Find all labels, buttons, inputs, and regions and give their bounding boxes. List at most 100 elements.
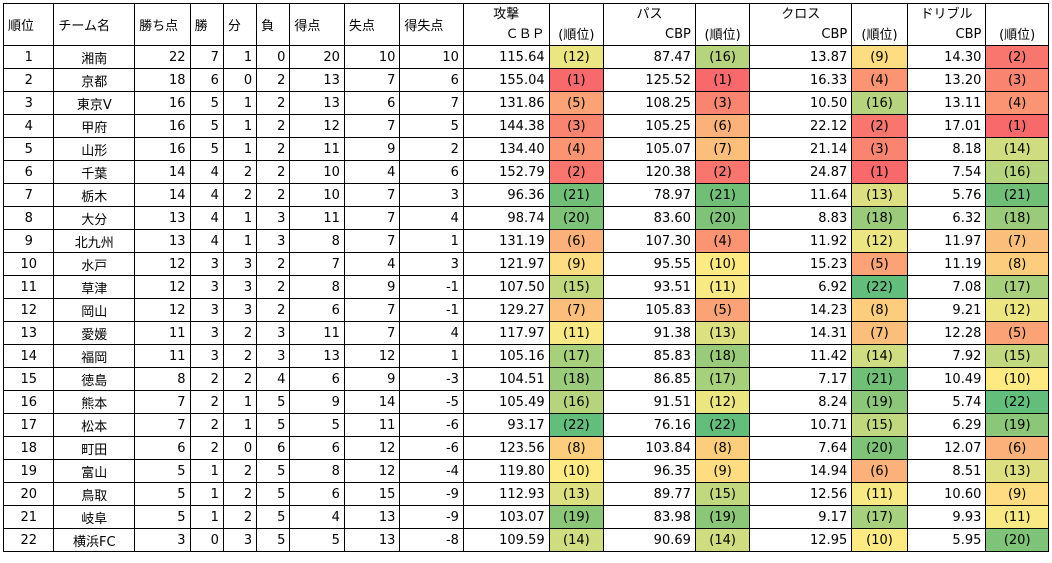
cell-attack-cbp: 115.64 xyxy=(462,45,550,69)
table-row: 11 草津 12 3 3 2 8 9 -1 107.50 (15) 93.51 (11) 6.92 (22)… xyxy=(2,275,1049,299)
cell-loss: 5 xyxy=(256,528,291,552)
cell-goals-for: 12 xyxy=(289,114,345,138)
cell-cross-cbp: 11.92 xyxy=(749,229,853,253)
cell-rank: 6 xyxy=(2,160,55,184)
cell-goals-for: 13 xyxy=(289,344,345,368)
cell-cross-cbp: 11.64 xyxy=(749,183,853,207)
cell-loss: 2 xyxy=(256,275,291,299)
cell-attack-rank: (18) xyxy=(548,367,605,391)
cell-goal-difference: 6 xyxy=(399,68,464,92)
cell-dribble-rank: (5) xyxy=(985,321,1049,345)
table-row: 16 熊本 7 2 1 5 9 14 -5 105.49 (16) 91.51 (12) 8.24 (19)… xyxy=(2,390,1049,414)
cell-goal-difference: -5 xyxy=(399,390,464,414)
cell-cross-rank: (6) xyxy=(851,459,908,483)
cell-goal-difference: -6 xyxy=(399,436,464,460)
cell-goals-for: 11 xyxy=(289,206,345,230)
cell-attack-rank: (17) xyxy=(548,344,605,368)
cell-dribble-rank: (16) xyxy=(985,160,1049,184)
table-body: 1 湘南 22 7 1 0 20 10 10 115.64 (12) 87.47 (16) 13.87 (9… xyxy=(2,45,1049,552)
cell-win: 2 xyxy=(189,390,224,414)
cell-goal-difference: -6 xyxy=(399,413,464,437)
cell-points: 13 xyxy=(134,206,191,230)
cell-draw: 1 xyxy=(222,114,258,138)
cell-pass-cbp: 105.25 xyxy=(603,114,696,138)
cell-dribble-rank: (10) xyxy=(985,367,1049,391)
cell-dribble-cbp: 10.49 xyxy=(906,367,987,391)
cell-draw: 3 xyxy=(222,275,258,299)
cell-draw: 1 xyxy=(222,206,258,230)
cell-goals-against: 13 xyxy=(343,505,401,529)
cell-pass-rank: (4) xyxy=(694,229,751,253)
cell-team: 熊本 xyxy=(53,390,136,414)
cell-attack-cbp: 105.49 xyxy=(462,390,550,414)
cell-dribble-rank: (11) xyxy=(985,505,1049,529)
cell-win: 4 xyxy=(189,183,224,207)
cell-dribble-rank: (12) xyxy=(985,298,1049,322)
cell-team: 岐阜 xyxy=(53,505,136,529)
table-row: 22 横浜FC 3 0 3 5 5 13 -8 109.59 (14) 90.69 (14) 12.95(… xyxy=(2,528,1049,552)
cell-attack-rank: (14) xyxy=(548,528,605,552)
cell-cross-cbp: 14.31 xyxy=(749,321,853,345)
cell-attack-cbp: 107.50 xyxy=(462,275,550,299)
cell-cross-rank: (5) xyxy=(851,252,908,276)
cell-attack-cbp: 134.40 xyxy=(462,137,550,161)
cell-dribble-cbp: 11.97 xyxy=(906,229,987,253)
cell-draw: 1 xyxy=(222,91,258,115)
cell-rank: 17 xyxy=(2,413,55,437)
cell-rank: 8 xyxy=(2,206,55,230)
cell-goals-against: 10 xyxy=(343,45,401,69)
cell-pass-rank: (13) xyxy=(694,321,751,345)
cell-goals-for: 5 xyxy=(289,528,345,552)
cell-attack-cbp: 98.74 xyxy=(462,206,550,230)
table-row: 4 甲府 16 5 1 2 12 7 5 144.38 (3) 105.25 (6) 22.12 (2) 17… xyxy=(2,114,1049,138)
cell-goal-difference: 4 xyxy=(399,206,464,230)
cell-dribble-cbp: 13.20 xyxy=(906,68,987,92)
header-pass-cbp: パス CBP xyxy=(603,3,696,46)
cell-rank: 16 xyxy=(2,390,55,414)
cell-cross-rank: (17) xyxy=(851,505,908,529)
cell-pass-cbp: 90.69 xyxy=(603,528,696,552)
cell-attack-cbp: 96.36 xyxy=(462,183,550,207)
table-row: 7 栃木 14 4 2 2 10 7 3 96.36 (21) 78.97 (21) 11.64 (13) 5… xyxy=(2,183,1049,207)
cell-cross-rank: (20) xyxy=(851,436,908,460)
cell-cross-cbp: 22.12 xyxy=(749,114,853,138)
cell-goal-difference: 2 xyxy=(399,137,464,161)
header-cross-cbp: クロス CBP xyxy=(749,3,853,46)
cell-dribble-cbp: 5.74 xyxy=(906,390,987,414)
cell-attack-rank: (2) xyxy=(548,160,605,184)
cell-pass-cbp: 85.83 xyxy=(603,344,696,368)
cell-cross-cbp: 6.92 xyxy=(749,275,853,299)
table-row: 18 町田 6 2 0 6 6 12 -6 123.56 (8) 103.84 (8) 7.64 (20) 1… xyxy=(2,436,1049,460)
cell-attack-rank: (6) xyxy=(548,229,605,253)
cell-attack-cbp: 119.80 xyxy=(462,459,550,483)
cell-rank: 19 xyxy=(2,459,55,483)
cell-goals-against: 12 xyxy=(343,459,401,483)
cell-win: 0 xyxy=(189,528,224,552)
cell-team: 山形 xyxy=(53,137,136,161)
cell-win: 2 xyxy=(189,367,224,391)
cell-pass-cbp: 95.55 xyxy=(603,252,696,276)
cell-draw: 1 xyxy=(222,45,258,69)
cell-team: 横浜FC xyxy=(53,528,136,552)
cell-team: 徳島 xyxy=(53,367,136,391)
cell-team: 栃木 xyxy=(53,183,136,207)
cell-goals-against: 12 xyxy=(343,344,401,368)
cell-goals-against: 13 xyxy=(343,528,401,552)
cell-goal-difference: -9 xyxy=(399,482,464,506)
cell-team: 大分 xyxy=(53,206,136,230)
cell-goals-for: 20 xyxy=(289,45,345,69)
cell-draw: 2 xyxy=(222,459,258,483)
cell-pass-rank: (17) xyxy=(694,367,751,391)
cell-win: 4 xyxy=(189,160,224,184)
cell-loss: 2 xyxy=(256,252,291,276)
cell-win: 7 xyxy=(189,45,224,69)
cell-attack-cbp: 129.27 xyxy=(462,298,550,322)
cell-cross-cbp: 10.71 xyxy=(749,413,853,437)
cell-cross-rank: (7) xyxy=(851,321,908,345)
cell-goals-for: 4 xyxy=(289,505,345,529)
cell-win: 4 xyxy=(189,206,224,230)
cell-pass-cbp: 86.85 xyxy=(603,367,696,391)
cell-goals-against: 7 xyxy=(343,114,401,138)
cell-dribble-rank: (13) xyxy=(985,459,1049,483)
cell-cross-cbp: 10.50 xyxy=(749,91,853,115)
